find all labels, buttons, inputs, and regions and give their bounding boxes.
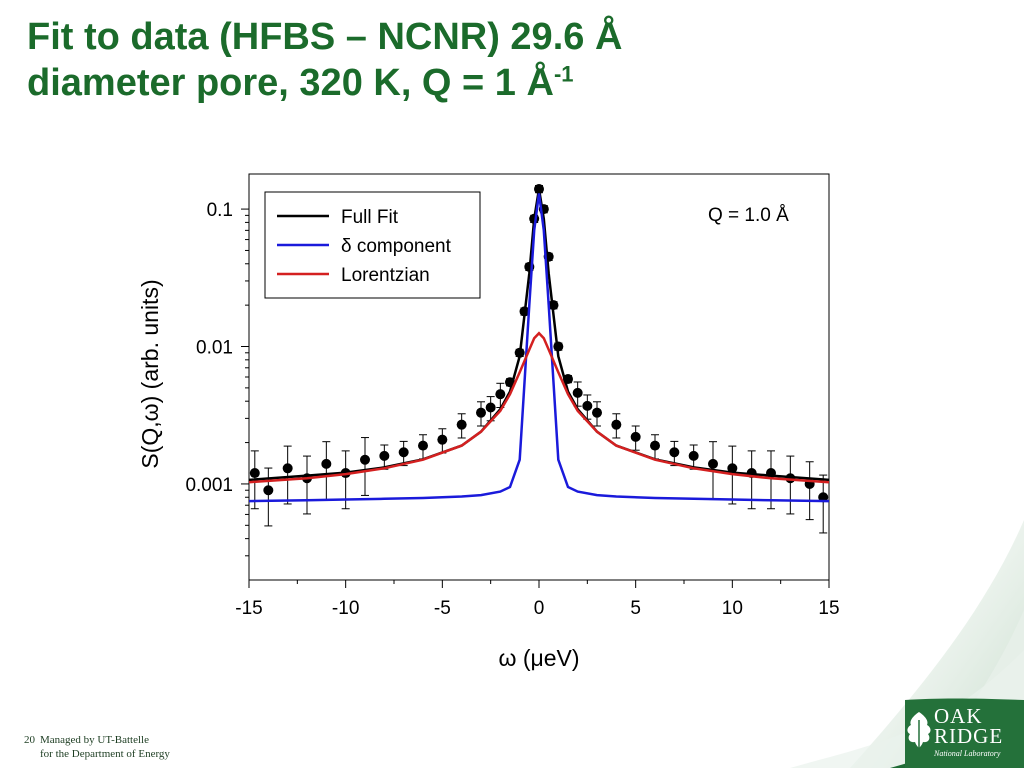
x-tick-label: 5 xyxy=(630,598,641,619)
logo-subtitle: National Laboratory xyxy=(934,749,1001,758)
x-axis-label: ω (μeV) xyxy=(498,645,579,671)
title-superscript: -1 xyxy=(553,61,574,87)
data-point xyxy=(321,458,332,469)
title-line-2: diameter pore, 320 K, Q = 1 Å xyxy=(27,62,554,104)
title-line-1: Fit to data (HFBS – NCNR) 29.6 Å xyxy=(27,16,623,58)
data-point xyxy=(669,447,680,458)
x-tick-label: -15 xyxy=(235,598,262,619)
data-point xyxy=(263,485,274,496)
logo-name-line1: OAK xyxy=(934,704,983,728)
legend-label: δ component xyxy=(341,236,452,257)
slide-title: Fit to data (HFBS – NCNR) 29.6 Å diamete… xyxy=(27,14,622,106)
data-point xyxy=(611,419,622,430)
data-point xyxy=(708,458,718,469)
oak-ridge-logo: OAK RIDGE National Laboratory xyxy=(904,704,1020,764)
data-point xyxy=(688,450,699,461)
data-point xyxy=(398,447,409,458)
x-tick-label: -10 xyxy=(332,598,359,619)
chart: -15 -10 -5 0 5 10 15 0.1 0.01 0.001 ω (μeV) S(Q,ω) … xyxy=(137,173,840,671)
x-tick-label: -5 xyxy=(434,598,451,619)
data-point xyxy=(437,434,448,445)
data-point xyxy=(249,468,260,479)
data-point xyxy=(485,402,496,413)
x-tick-label: 0 xyxy=(534,598,545,619)
oak-leaf-icon xyxy=(907,712,931,748)
data-point xyxy=(650,440,660,451)
y-tick-label: 0.01 xyxy=(196,338,233,359)
page-number: 20 xyxy=(24,734,35,746)
data-point xyxy=(727,463,738,474)
footer-managed-by: Managed by UT-Battelle xyxy=(40,734,149,746)
series-line-component xyxy=(249,193,829,503)
y-tick-label: 0.001 xyxy=(185,475,233,496)
data-point xyxy=(360,454,370,465)
data-point xyxy=(476,407,486,418)
data-point xyxy=(630,431,641,442)
series-line-lorentzian xyxy=(249,331,829,484)
data-point xyxy=(495,389,506,400)
annotation-q-value: Q = 1.0 Å xyxy=(708,205,789,226)
x-tick-label: 15 xyxy=(818,598,839,619)
data-point xyxy=(582,400,593,411)
data-point xyxy=(572,387,583,398)
data-point xyxy=(592,407,602,418)
legend-label: Full Fit xyxy=(341,207,399,228)
data-point xyxy=(379,450,390,461)
y-tick-label: 0.1 xyxy=(207,200,233,221)
data-point xyxy=(456,419,467,430)
legend: Full Fit δ component Lorentzian xyxy=(264,191,481,299)
legend-label: Lorentzian xyxy=(341,265,430,286)
data-point xyxy=(282,463,293,474)
data-point xyxy=(418,440,428,451)
y-axis-label: S(Q,ω) (arb. units) xyxy=(137,279,163,468)
x-tick-label: 10 xyxy=(722,598,743,619)
footer-department: for the Department of Energy xyxy=(40,748,170,760)
logo-name-line2: RIDGE xyxy=(934,724,1004,748)
